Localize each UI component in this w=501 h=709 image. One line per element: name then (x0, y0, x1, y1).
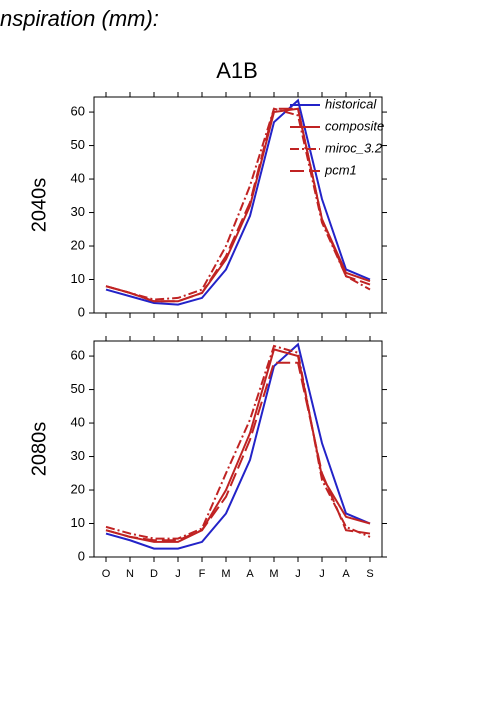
plot-frame (93, 340, 383, 558)
series-line (105, 344, 371, 540)
x-tick-label: M (269, 568, 278, 580)
x-tick-label: D (150, 568, 158, 580)
x-tick-label: J (175, 568, 181, 580)
series-line (105, 107, 371, 301)
series-line (105, 107, 371, 303)
y-tick-label: 10 (71, 271, 85, 286)
y-axis-label: 2040s (28, 178, 50, 233)
y-tick-label: 10 (71, 515, 85, 530)
x-tick-label: M (221, 568, 230, 580)
legend-label: miroc_3.2 (325, 140, 383, 155)
y-tick-label: 30 (71, 448, 85, 463)
y-tick-label: 50 (71, 137, 85, 152)
x-tick-label: F (199, 568, 206, 580)
y-tick-label: 40 (71, 170, 85, 185)
y-tick-label: 0 (78, 304, 85, 319)
x-tick-label: O (102, 568, 111, 580)
legend-label: composite (325, 118, 384, 133)
y-tick-label: 20 (71, 237, 85, 252)
y-tick-label: 40 (71, 414, 85, 429)
legend-label: historical (325, 96, 377, 111)
y-tick-label: 60 (71, 104, 85, 119)
y-axis-label: 2080s (28, 422, 50, 477)
legend-label: pcm1 (324, 162, 357, 177)
series-line (105, 98, 371, 306)
y-tick-label: 0 (78, 548, 85, 563)
y-tick-label: 30 (71, 204, 85, 219)
x-tick-label: J (295, 568, 301, 580)
series-line (105, 361, 371, 542)
y-tick-label: 20 (71, 481, 85, 496)
x-tick-label: N (126, 568, 134, 580)
x-tick-label: J (319, 568, 325, 580)
plot-frame (93, 96, 383, 314)
x-tick-label: S (366, 568, 373, 580)
scenario-title: A1B (216, 58, 258, 83)
series-line (105, 107, 371, 303)
page-title: nspiration (mm): (0, 6, 159, 31)
series-line (105, 342, 371, 550)
x-tick-label: A (246, 568, 254, 580)
y-tick-label: 50 (71, 381, 85, 396)
y-tick-label: 60 (71, 348, 85, 363)
x-tick-label: A (342, 568, 350, 580)
